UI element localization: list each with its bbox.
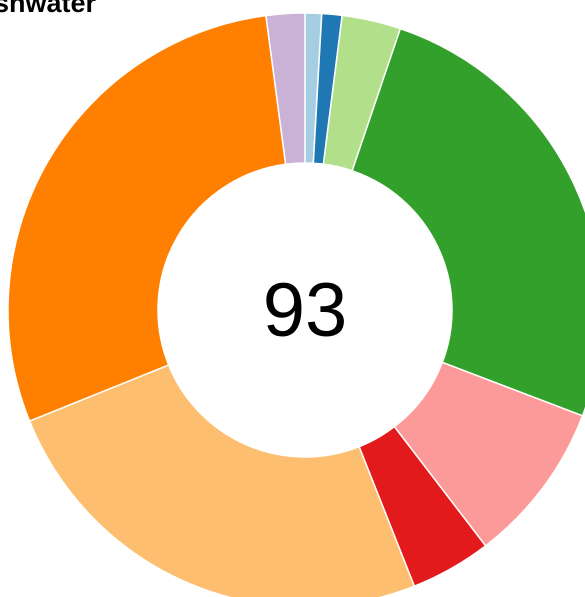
slice [7,14,287,423]
chart-title: Freshwater [0,0,97,18]
slice [28,363,416,597]
slice [351,27,585,417]
center-value: 93 [263,268,348,353]
slice [265,12,306,166]
slices [7,12,585,597]
